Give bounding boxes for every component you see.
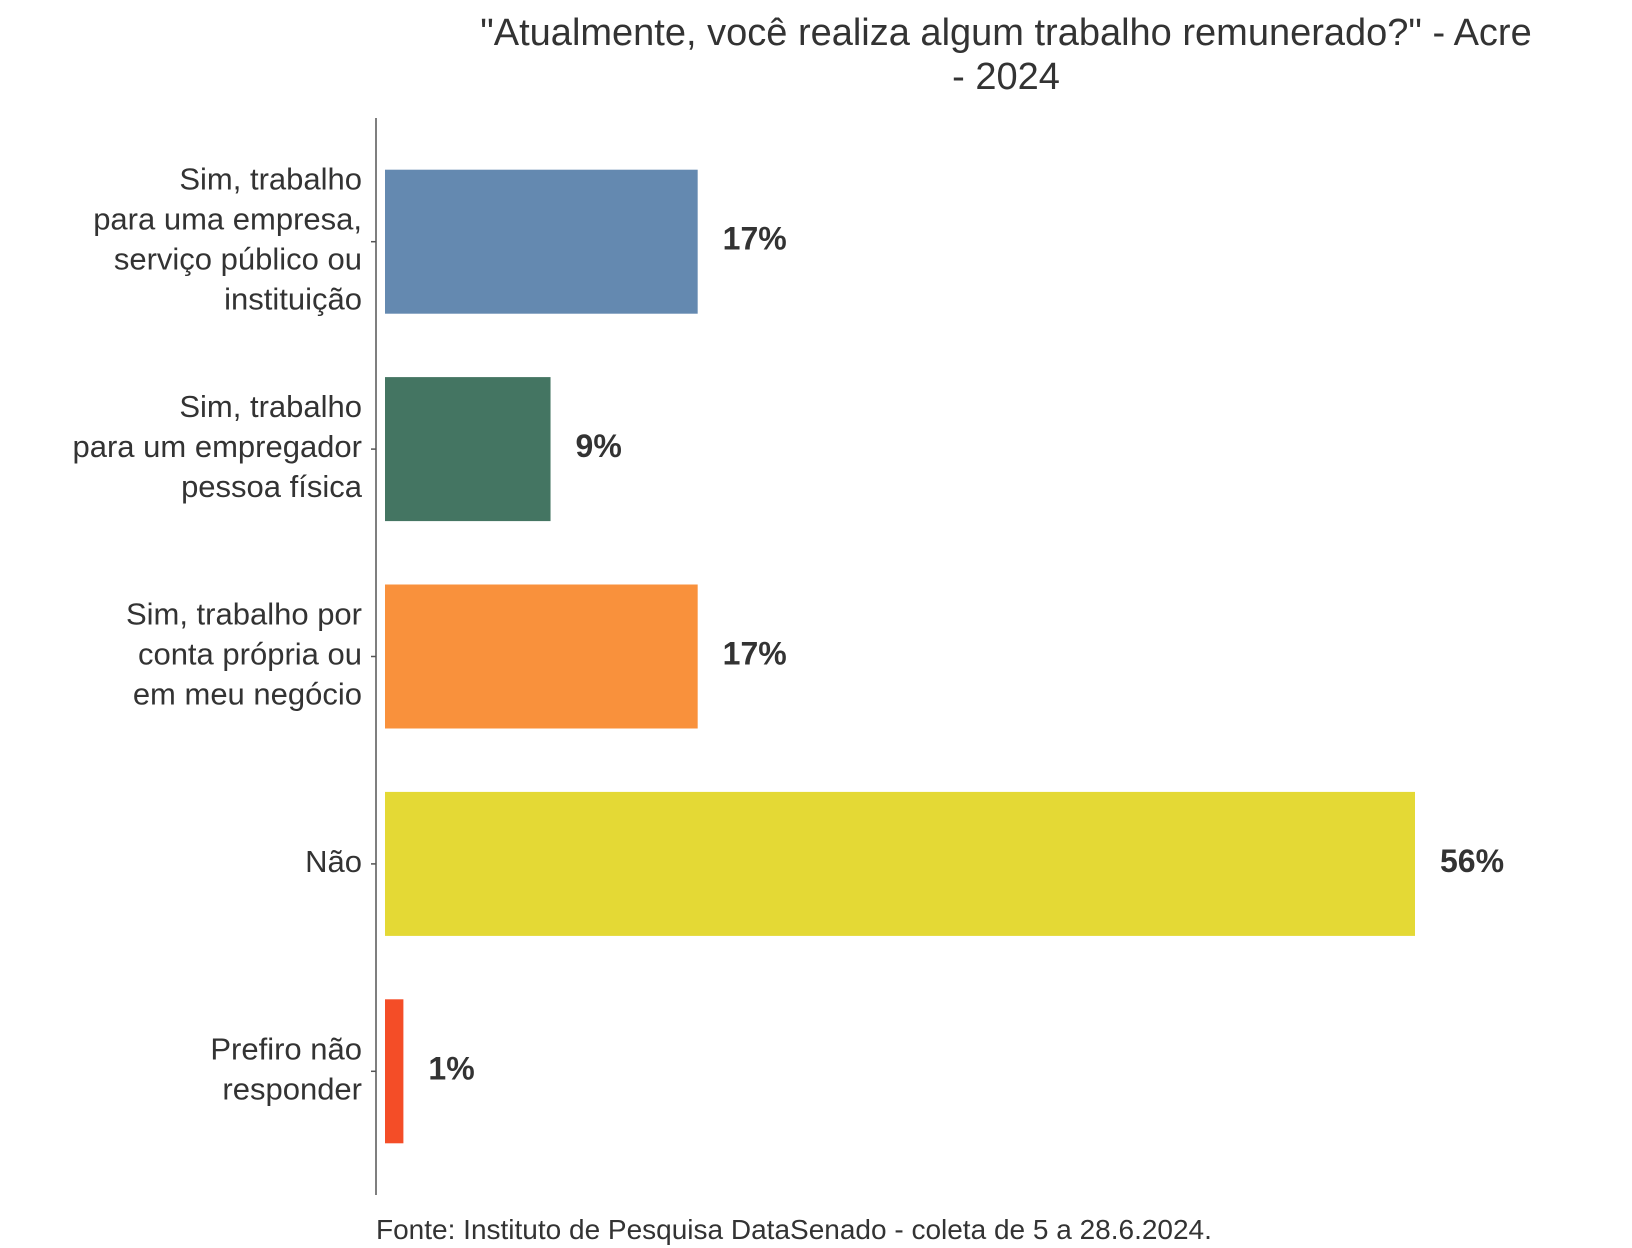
bar [385, 169, 698, 314]
value-label: 17% [723, 636, 787, 672]
bar [385, 377, 551, 522]
y-tick-label: Sim, trabalho para uma empresa, serviço pú… [93, 162, 362, 317]
chart-title: "Atualmente, você realiza algum trabalho… [480, 12, 1531, 98]
value-label: 1% [428, 1051, 474, 1087]
bar [385, 584, 698, 729]
value-label: 9% [576, 429, 622, 465]
value-label: 17% [723, 221, 787, 257]
bar [385, 999, 404, 1144]
value-label: 56% [1440, 843, 1504, 879]
y-tick-label: Sim, trabalho para um empregador pessoa fí… [73, 389, 363, 504]
y-tick-label: Prefiro não responder [210, 1031, 362, 1106]
source-note: Fonte: Instituto de Pesquisa DataSenado … [376, 1214, 1212, 1245]
bar [385, 791, 1415, 936]
y-tick-label: Não [305, 844, 362, 879]
y-tick-label: Sim, trabalho por conta própria ou em meu … [126, 597, 362, 712]
